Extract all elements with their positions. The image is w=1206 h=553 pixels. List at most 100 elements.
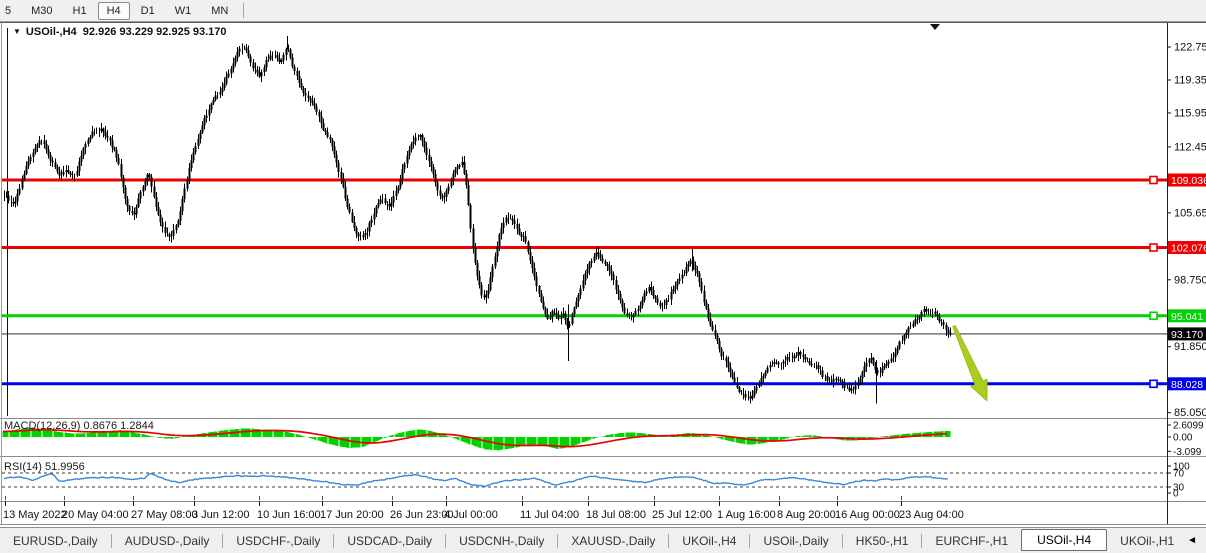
chart-shift-marker-icon — [930, 24, 940, 30]
tab-divider — [841, 533, 843, 548]
svg-text:17 Jun 20:00: 17 Jun 20:00 — [320, 509, 384, 521]
chart-dropdown-icon[interactable]: ▼ — [13, 27, 21, 36]
chart-tab-usdchf-daily[interactable]: USDCHF-,Daily — [236, 533, 321, 548]
svg-text:122.750: 122.750 — [1174, 42, 1206, 54]
candles-series — [4, 35, 952, 404]
chart-tab-eurusd-daily[interactable]: EURUSD-,Daily — [13, 533, 98, 548]
tab-divider — [557, 533, 559, 548]
svg-text:115.950: 115.950 — [1174, 108, 1206, 120]
svg-text:88.028: 88.028 — [1171, 379, 1203, 391]
svg-text:105.650: 105.650 — [1174, 207, 1206, 219]
svg-text:109.036: 109.036 — [1171, 175, 1206, 187]
tab-scrollers: ◄► — [1187, 534, 1206, 546]
tab-divider — [333, 533, 335, 548]
chart-tab-bar: EURUSD-,Daily AUDUSD-,Daily USDCHF-,Daily U… — [0, 527, 1206, 553]
axis-label-88.028: 88.028 — [1168, 377, 1206, 391]
svg-text:30: 30 — [1173, 483, 1185, 494]
svg-text:3 Jun 12:00: 3 Jun 12:00 — [192, 509, 250, 521]
rsi-name: RSI(14) — [4, 461, 42, 473]
macd-name: MACD(12,26,9) — [4, 420, 81, 432]
chart-tab-eurchf-h1[interactable]: EURCHF-,H1 — [935, 533, 1009, 548]
chart-tab-xauusd-daily[interactable]: XAUUSD-,Daily — [571, 533, 656, 548]
svg-text:0: 0 — [1173, 489, 1179, 500]
chart-tab-usdcnh-daily[interactable]: USDCNH-,Daily — [459, 533, 545, 548]
svg-text:18 Jul 08:00: 18 Jul 08:00 — [586, 509, 646, 521]
toolbar-separator — [243, 3, 245, 18]
timeframe-toolbar: 5 M30 H1 H4 D1 W1 MN — [0, 0, 1206, 22]
timeframe-button-h4[interactable]: H4 — [97, 1, 130, 20]
chart-tab-usdcad-daily[interactable]: USDCAD-,Daily — [347, 533, 433, 548]
hline-109.036[interactable] — [2, 175, 1167, 185]
svg-text:95.041: 95.041 — [1171, 311, 1203, 323]
svg-text:20 May 04:00: 20 May 04:00 — [62, 509, 129, 521]
sell-arrow-annotation[interactable] — [952, 325, 988, 402]
macd-signal-line — [2, 428, 948, 448]
chart-tab-ukoil-h4[interactable]: UKOil-,H4 — [682, 533, 737, 548]
tab-divider — [921, 533, 923, 548]
chart-tab-ukoil-h1[interactable]: UKOil-,H1 — [1120, 533, 1175, 548]
hline-95.041[interactable] — [2, 311, 1167, 321]
svg-text:26 Jun 23:00: 26 Jun 23:00 — [390, 509, 454, 521]
chart-tab-usoil-daily[interactable]: USOil-,Daily — [763, 533, 829, 548]
hline-handle[interactable] — [1149, 175, 1158, 185]
macd-indicator-label: MACD(12,26,9) 0.8676 1.2844 — [4, 420, 154, 432]
timeframe-button-m30[interactable]: M30 — [31, 4, 53, 17]
hline-102.076[interactable] — [2, 243, 1167, 252]
chart-ohlc-values: 92.926 93.229 92.925 93.170 — [82, 26, 227, 38]
svg-text:4 Jul 00:00: 4 Jul 00:00 — [444, 509, 498, 521]
timeframe-button-5[interactable]: 5 — [5, 4, 12, 17]
svg-text:93.170: 93.170 — [1171, 329, 1203, 341]
rsi-value: 51.9956 — [44, 461, 85, 473]
svg-text:100: 100 — [1173, 462, 1190, 473]
hline-handle[interactable] — [1149, 311, 1158, 321]
rsi-indicator-label: RSI(14) 51.9956 — [4, 461, 85, 473]
svg-text:23 Aug 04:00: 23 Aug 04:00 — [899, 509, 964, 521]
tab-scroll-left-icon[interactable]: ◄ — [1187, 534, 1198, 546]
svg-text:10 Jun 16:00: 10 Jun 16:00 — [257, 509, 321, 521]
axis-label-current-price: 93.170 — [1168, 327, 1206, 341]
timeframe-button-h1[interactable]: H1 — [72, 4, 87, 17]
axis-label-95.041: 95.041 — [1168, 309, 1206, 323]
svg-text:27 May 08:00: 27 May 08:00 — [131, 509, 198, 521]
svg-text:85.050: 85.050 — [1174, 407, 1206, 419]
chart-tab-hk50-h1[interactable]: HK50-,H1 — [855, 533, 909, 548]
tab-divider — [668, 533, 670, 548]
svg-text:2.6099: 2.6099 — [1173, 421, 1204, 432]
tab-divider — [222, 533, 224, 548]
svg-text:102.076: 102.076 — [1171, 243, 1206, 255]
tab-divider — [110, 533, 112, 548]
timeframe-button-w1[interactable]: W1 — [174, 4, 192, 17]
svg-text:119.350: 119.350 — [1174, 75, 1206, 87]
svg-text:16 Aug 00:00: 16 Aug 00:00 — [835, 509, 900, 521]
hline-handle[interactable] — [1149, 379, 1158, 389]
macd-values: 0.8676 1.2844 — [83, 420, 154, 432]
svg-text:0.00: 0.00 — [1173, 433, 1193, 444]
price-axis-labels: 122.750 119.350 115.950 112.450 105.650 98.75… — [1167, 42, 1206, 419]
svg-text:98.750: 98.750 — [1174, 274, 1206, 286]
hline-handle[interactable] — [1149, 243, 1158, 252]
svg-text:70: 70 — [1173, 469, 1185, 480]
svg-text:13 May 2022: 13 May 2022 — [3, 509, 67, 521]
svg-text:112.450: 112.450 — [1174, 141, 1206, 153]
chart-symbol-label: USOil-,H4 — [25, 26, 77, 38]
hline-88.028[interactable] — [2, 379, 1167, 389]
timeframe-button-mn[interactable]: MN — [211, 4, 229, 17]
tab-divider — [445, 533, 447, 548]
timeframe-button-d1[interactable]: D1 — [140, 4, 155, 17]
axis-label-102.076: 102.076 — [1168, 241, 1206, 255]
chart-tab-usoil-h4[interactable]: USOil-,H4 — [1021, 528, 1108, 551]
svg-text:11 Jul 04:00: 11 Jul 04:00 — [520, 509, 579, 521]
pane-borders — [0, 22, 1206, 525]
svg-text:25 Jul 12:00: 25 Jul 12:00 — [652, 509, 712, 521]
svg-text:91.850: 91.850 — [1174, 341, 1206, 353]
rsi-line — [3, 472, 948, 487]
tab-divider — [749, 533, 751, 548]
svg-text:8 Aug 20:00: 8 Aug 20:00 — [777, 509, 836, 521]
chart-tab-audusd-daily[interactable]: AUDUSD-,Daily — [124, 533, 210, 548]
chart-title: ▼ USOil-,H4 92.926 93.229 92.925 93.170 — [13, 26, 227, 38]
